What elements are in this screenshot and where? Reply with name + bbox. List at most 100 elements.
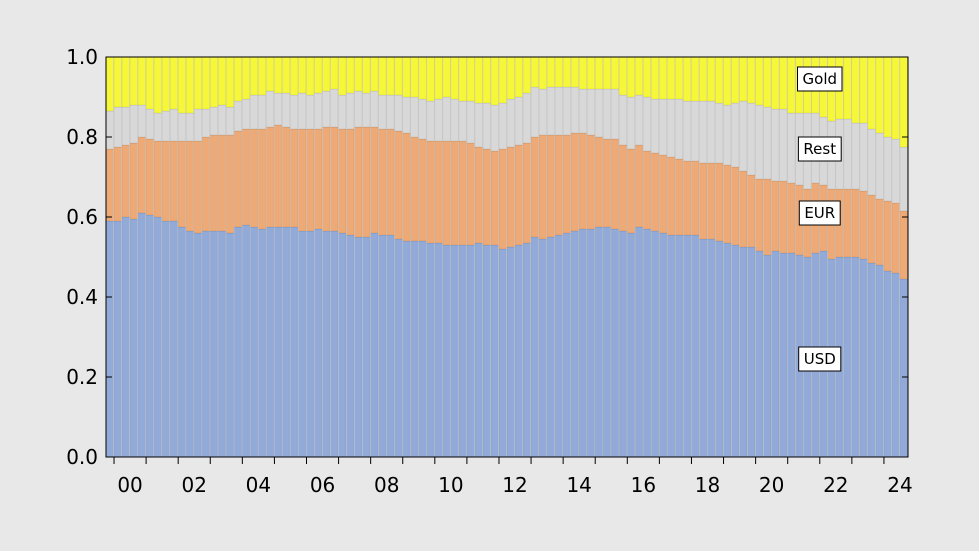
eur-bar (234, 130, 242, 228)
usd-bar (185, 230, 194, 458)
eur-bar (859, 190, 868, 260)
gold-bar (843, 56, 852, 120)
usd-bar (611, 228, 619, 458)
eur-bar (675, 158, 684, 236)
series-label-usd: USD (798, 346, 842, 372)
usd-bar (875, 264, 884, 458)
rest-bar (250, 94, 259, 130)
usd-bar (771, 250, 780, 458)
eur-bar (851, 188, 860, 258)
gold-bar (169, 56, 178, 110)
eur-bar (266, 126, 275, 228)
eur-bar (474, 146, 483, 244)
rest-bar (266, 90, 275, 128)
eur-bar (354, 126, 363, 238)
usd-bar (867, 262, 876, 458)
usd-bar (394, 238, 403, 458)
eur-bar (145, 138, 154, 216)
usd-bar (506, 246, 515, 458)
gold-bar (530, 56, 539, 88)
eur-bar (314, 128, 323, 230)
usd-bar (226, 232, 234, 458)
usd-bar (843, 256, 852, 458)
gold-bar (386, 56, 395, 96)
rest-bar (474, 102, 483, 148)
rest-bar (506, 98, 515, 148)
usd-bar (362, 236, 371, 458)
usd-bar (530, 236, 539, 458)
usd-bar (338, 232, 347, 458)
eur-bar (274, 124, 283, 228)
eur-bar (779, 180, 788, 254)
usd-bar (522, 242, 531, 458)
series-label-rest: Rest (797, 136, 842, 162)
x-tick-label: 02 (181, 473, 206, 497)
rest-bar (627, 96, 635, 150)
gold-bar (250, 56, 259, 96)
rest-bar (707, 100, 716, 164)
rest-bar (667, 98, 676, 158)
usd-bar (210, 230, 218, 458)
usd-bar (546, 236, 555, 458)
usd-bar (378, 234, 387, 458)
usd-bar (113, 220, 122, 458)
eur-bar (546, 134, 555, 238)
rest-bar (113, 106, 122, 148)
gold-bar (450, 56, 459, 100)
gold-bar (522, 56, 531, 94)
rest-bar (418, 98, 427, 140)
rest-bar (314, 92, 323, 130)
rest-bar (129, 104, 138, 144)
eur-bar (731, 166, 740, 246)
gold-bar (779, 56, 788, 110)
gold-bar (691, 56, 700, 102)
eur-bar (466, 142, 475, 246)
eur-bar (635, 144, 643, 228)
usd-bar (763, 254, 772, 458)
eur-bar (771, 180, 780, 252)
gold-bar (137, 56, 146, 106)
gold-bar (193, 56, 202, 110)
eur-bar (562, 134, 571, 234)
usd-bar (482, 244, 491, 458)
usd-bar (899, 278, 908, 458)
rest-bar (434, 98, 443, 142)
rest-bar (586, 88, 595, 136)
eur-bar (875, 198, 884, 266)
eur-bar (290, 128, 299, 228)
gold-bar (731, 56, 740, 104)
x-tick-label: 08 (374, 473, 399, 497)
gold-bar (562, 56, 571, 88)
eur-bar (530, 136, 539, 238)
gold-bar (546, 56, 555, 88)
rest-bar (675, 98, 684, 160)
usd-bar (715, 240, 724, 458)
rest-bar (370, 90, 379, 128)
usd-bar (731, 244, 740, 458)
eur-bar (659, 154, 668, 234)
rest-bar (137, 104, 146, 138)
usd-bar (121, 216, 130, 458)
rest-bar (121, 106, 130, 146)
rest-bar (306, 94, 315, 130)
rest-bar (201, 108, 210, 138)
series-label-eur: EUR (798, 200, 841, 226)
gold-bar (675, 56, 684, 100)
gold-bar (635, 56, 643, 96)
usd-bar (442, 244, 451, 458)
usd-bar (667, 234, 676, 458)
gold-bar (667, 56, 676, 100)
usd-bar (675, 234, 684, 458)
rest-bar (145, 108, 154, 140)
rest-bar (218, 104, 226, 136)
gold-bar (763, 56, 772, 108)
gold-bar (474, 56, 483, 104)
rest-bar (867, 128, 876, 196)
rest-bar (402, 96, 411, 134)
usd-bar (514, 244, 523, 458)
eur-bar (538, 134, 547, 240)
rest-bar (859, 122, 868, 192)
usd-bar (707, 238, 716, 458)
rest-bar (538, 88, 547, 136)
eur-bar (298, 128, 307, 232)
